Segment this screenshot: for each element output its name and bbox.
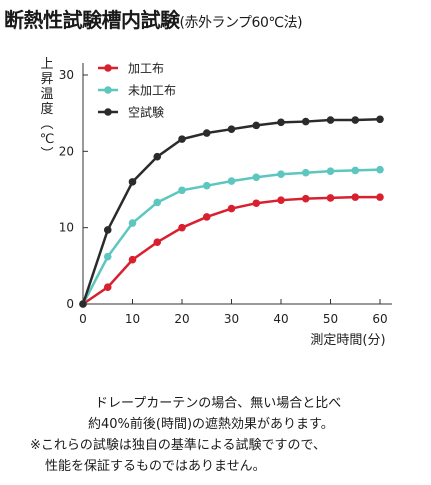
series-line-0	[82, 195, 380, 306]
data-point	[277, 196, 285, 204]
data-point	[277, 118, 285, 127]
data-point	[128, 178, 137, 186]
chart-title: 断熱性試験槽内試験(赤外ランプ60℃法)	[4, 4, 303, 33]
legend-label: 加工布	[128, 62, 164, 76]
data-point	[351, 116, 360, 124]
note-line-1: ドレープカーテンの場合、無い場合と比べ	[95, 396, 342, 411]
title-sub: (赤外ランプ60℃法)	[179, 15, 303, 31]
data-point	[376, 165, 384, 174]
data-point	[326, 116, 335, 124]
line-chart: 0 10 20 30 0 10 20 30 40 50 60 上昇温度︵ ℃ ︶ 測定時間(分) 加工布未加工…	[40, 57, 392, 348]
data-point	[326, 194, 335, 202]
note-line-4: 性能を保証するものではありません。	[45, 459, 266, 474]
data-point	[103, 226, 112, 234]
data-point	[128, 219, 137, 227]
x-tick-label: 60	[372, 312, 387, 326]
data-point	[252, 199, 261, 208]
note-line-2: 約40%前後(時間)の遮熱効果があります。	[88, 417, 334, 432]
x-tick-label: 30	[224, 312, 239, 326]
data-point	[79, 300, 87, 308]
data-point	[277, 170, 285, 179]
x-tick-label: 40	[273, 312, 288, 326]
data-point	[227, 204, 236, 213]
data-point	[376, 193, 384, 201]
x-axis-label: 測定時間(分)	[310, 333, 385, 348]
y-tick-label: 10	[59, 221, 74, 235]
y-tick-label: 0	[66, 297, 74, 311]
data-point	[153, 198, 162, 207]
data-point	[103, 252, 112, 261]
data-point	[252, 173, 261, 182]
legend-marker	[104, 64, 112, 72]
data-point	[326, 167, 335, 175]
x-tick-label: 10	[125, 312, 140, 326]
data-point	[153, 152, 162, 161]
title-main: 断熱性試験槽内試験	[4, 8, 180, 32]
data-point	[301, 168, 310, 177]
legend-label: 未加工布	[128, 84, 176, 98]
x-tick-label: 0	[79, 312, 87, 326]
note-line-3: ※これらの試験は独自の基準による試験ですので、	[30, 438, 326, 453]
data-point	[202, 213, 211, 221]
data-point	[178, 223, 186, 232]
data-point	[202, 181, 211, 190]
x-tick-label: 50	[323, 312, 338, 326]
data-point	[227, 125, 236, 133]
data-point	[376, 115, 384, 124]
data-point	[128, 255, 137, 264]
data-point	[252, 121, 261, 130]
x-tick-label: 20	[174, 312, 189, 326]
data-point	[202, 129, 211, 137]
data-point	[351, 166, 360, 175]
legend-marker	[104, 108, 112, 116]
data-point	[178, 186, 186, 195]
y-tick-label: 30	[59, 68, 74, 82]
data-point	[227, 177, 236, 185]
data-point	[153, 238, 162, 246]
data-point	[301, 117, 310, 126]
y-tick-label: 20	[59, 144, 74, 158]
data-point	[103, 283, 112, 292]
legend-marker	[104, 86, 112, 94]
data-point	[178, 135, 186, 143]
data-point	[301, 194, 310, 203]
data-point	[351, 193, 360, 201]
legend-label: 空試験	[128, 105, 164, 120]
y-axis-label: 上昇温度︵ ℃ ︶	[40, 57, 55, 162]
